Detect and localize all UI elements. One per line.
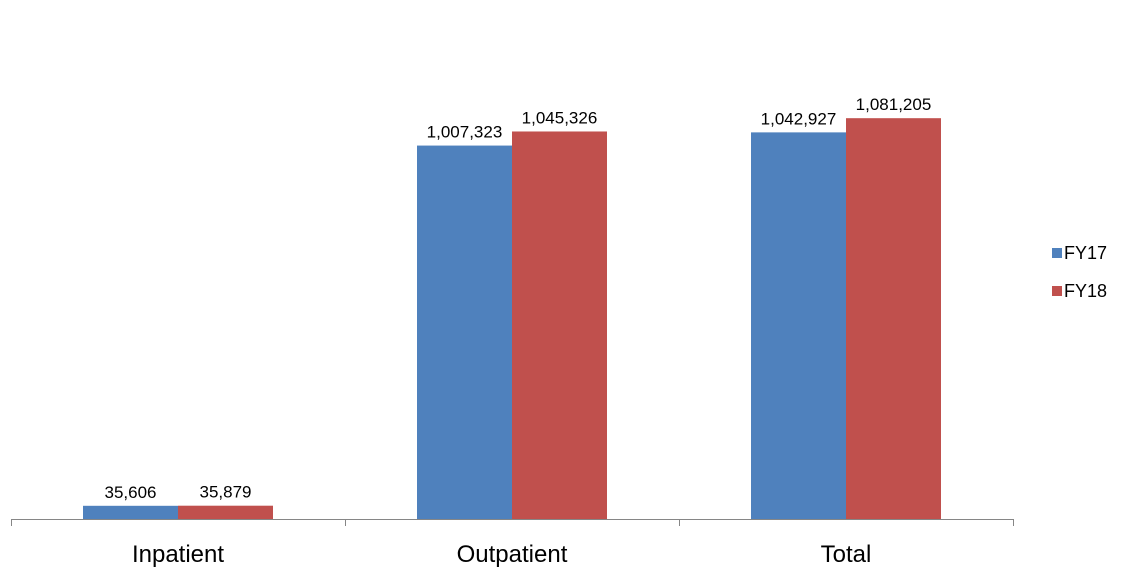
x-tick-label-outpatient: Outpatient	[457, 541, 568, 568]
data-labels: 35,606 35,879 1,007,323 1,045,326 1,042,927 1…	[105, 95, 932, 502]
data-label-fy17-total: 1,042,927	[761, 109, 837, 128]
data-label-fy17-outpatient: 1,007,323	[427, 123, 503, 142]
data-label-fy18-total: 1,081,205	[856, 95, 932, 114]
bar-fy18-total	[846, 118, 941, 520]
bar-fy17-inpatient	[83, 505, 178, 519]
bar-fy17-outpatient	[417, 145, 512, 519]
legend-swatch-fy17	[1052, 248, 1062, 258]
bars-layer	[83, 118, 941, 520]
bar-fy17-total	[751, 132, 846, 519]
legend-swatch-fy18	[1052, 286, 1062, 296]
data-label-fy18-inpatient: 35,879	[200, 483, 252, 502]
bar-fy18-outpatient	[512, 131, 607, 519]
bar-fy18-inpatient	[178, 505, 273, 519]
x-tick-label-total: Total	[821, 541, 872, 568]
data-label-fy17-inpatient: 35,606	[105, 483, 157, 502]
legend: FY17 FY18	[1052, 243, 1107, 301]
x-tick-label-inpatient: Inpatient	[132, 541, 224, 568]
legend-label-fy17: FY17	[1064, 243, 1107, 263]
x-axis: Inpatient Outpatient Total	[11, 519, 1014, 568]
legend-label-fy18: FY18	[1064, 281, 1107, 301]
data-label-fy18-outpatient: 1,045,326	[522, 108, 598, 127]
